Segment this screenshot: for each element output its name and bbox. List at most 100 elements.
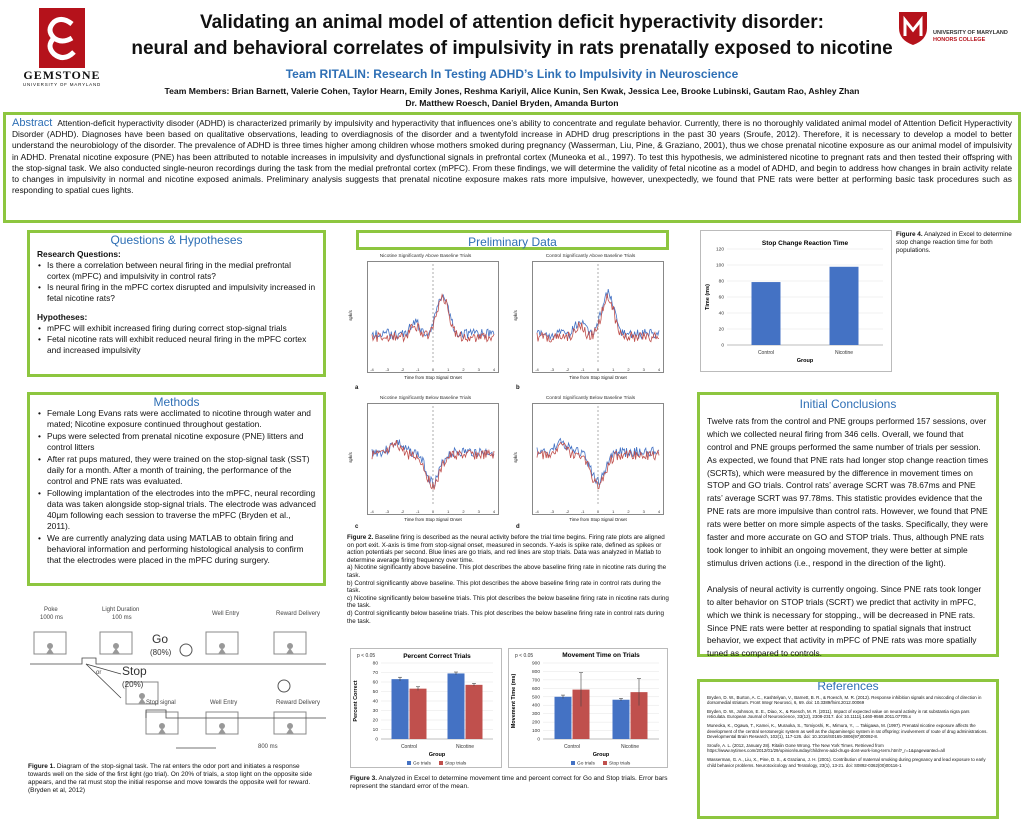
chart-annotation: p < 0.05 (357, 653, 375, 659)
y-tick-label: 400 (532, 703, 540, 709)
fig1-label-stop-signal: Stop signal (146, 700, 176, 706)
legend-swatch (439, 761, 443, 765)
x-tick-label: -3 (385, 367, 389, 372)
x-tick-label: -3 (385, 509, 389, 514)
panel-ylabel: spk/s (347, 310, 353, 321)
x-tick-label: 4 (493, 367, 496, 372)
x-tick-label: 0 (597, 509, 600, 514)
x-tick-label: 1 (612, 509, 615, 514)
figure3-caption-text: Analyzed in Excel to determine movement … (350, 775, 668, 790)
methods-item: We are currently analyzing data using MA… (37, 533, 316, 566)
x-tick-label: -4 (535, 367, 539, 372)
y-tick-label: 20 (719, 327, 725, 333)
x-tick-label: 4 (658, 509, 661, 514)
y-tick-label: 20 (373, 718, 379, 724)
gemstone-logo-subtext: UNIVERSITY OF MARYLAND (22, 82, 102, 87)
y-tick-label: 0 (375, 737, 378, 743)
y-tick-label: 60 (719, 295, 725, 301)
bar (572, 689, 590, 739)
panel-plot-area: -4 -3 -2 -1 0 1 2 3 4 (532, 261, 664, 373)
panel-xlabel: Time from Stop Signal Onset (404, 375, 462, 380)
movement-time-svg: Movement Time on Trials p < 0.05 0 100 200 30… (511, 652, 659, 767)
y-tick-label: 120 (716, 247, 724, 253)
panel-title: Nicotine Significantly Below Baseline Tr… (379, 396, 472, 401)
research-questions-label: Research Questions: (37, 249, 121, 259)
conclusions-box: Initial Conclusions Twelve rats from the… (697, 392, 999, 659)
firing-trace-c: -4 -3 -2 -1 0 1 2 3 4 (370, 406, 496, 514)
panel-letter: c (355, 524, 359, 530)
fig1-label-poke: Poke (44, 607, 58, 613)
methods-list: Female Long Evans rats were acclimated t… (37, 408, 316, 566)
fig1-label-well-entry-2: Well Entry (210, 700, 238, 706)
fig1-label-reward-2: Reward Delivery (276, 700, 321, 706)
panel-ylabel: spk/s (347, 452, 353, 463)
panel-title: Control Significantly Above Baseline Tri… (545, 254, 636, 259)
x-tick-label: -3 (550, 367, 554, 372)
figure3-caption: Figure 3. Analyzed in Excel to determine… (350, 775, 670, 791)
legend-label: Stop trials (445, 761, 467, 767)
panel-ylabel: spk/s (512, 310, 518, 321)
methods-box: Methods Female Long Evans rats were accl… (27, 392, 326, 586)
shield-icon (899, 12, 927, 45)
x-axis-label: Group (429, 752, 446, 758)
fig1-label-reward: Reward Delivery (276, 611, 321, 617)
fig1-label-poke-ms: 1000 ms (40, 615, 64, 621)
x-axis-label: Group (593, 752, 610, 758)
y-tick-label: 600 (532, 686, 540, 692)
x-tick-label: 1 (447, 367, 450, 372)
figure2-item: a) Nicotine significantly above baseline… (347, 564, 667, 579)
figure3-caption-label: Figure 3. (350, 775, 378, 782)
questions-heading: Questions & Hypotheses (110, 233, 243, 247)
abstract-text: Attention-deficit hyperactivity disoder … (12, 118, 1012, 196)
figure1-caption-text: Diagram of the stop-signal task. The rat… (28, 763, 312, 794)
y-tick-label: 10 (373, 727, 379, 733)
research-questions-list: Is there a correlation between neural fi… (37, 260, 316, 304)
y-tick-label: 800 (532, 669, 540, 675)
y-tick-label: 80 (719, 279, 725, 285)
x-tick-label: Control (564, 744, 580, 750)
methods-item: After rat pups matured, they were traine… (37, 454, 316, 487)
x-tick-label: 4 (658, 367, 661, 372)
panel-plot-area: -4 -3 -2 -1 0 1 2 3 4 (367, 403, 499, 515)
figure4-caption-text: Analyzed in Excel to determine stop chan… (896, 231, 1012, 254)
panel-title: Control Significantly Below Baseline Tri… (545, 396, 636, 401)
x-tick-label: Nicotine (621, 744, 639, 750)
x-tick-label: 4 (493, 509, 496, 514)
hypothesis-item: mPFC will exhibit increased firing durin… (37, 323, 316, 334)
x-tick-label: -4 (370, 509, 374, 514)
legend-swatch (407, 761, 411, 765)
stop-signal-task-diagram (30, 631, 326, 749)
panel-plot-area: -4 -3 -2 -1 0 1 2 3 4 (367, 261, 499, 373)
reference-item: Bryden, D. W., Johnson, E. E., Diao, X.,… (707, 708, 970, 720)
x-tick-label: 0 (432, 367, 435, 372)
x-tick-label: 3 (643, 509, 646, 514)
conclusions-para2: Analysis of neural activity is currently… (707, 583, 982, 659)
abstract-label: Abstract (12, 117, 53, 129)
x-tick-label: 0 (597, 367, 600, 372)
x-tick-label: Control (401, 744, 417, 750)
fig1-stop-pct: (20%) (122, 680, 144, 689)
y-tick-label: 50 (373, 689, 379, 695)
conclusions-heading: Initial Conclusions (799, 397, 897, 411)
reference-item: Sroufe, A. L. (2012, January 28). Ritali… (707, 742, 945, 754)
fig1-go-pct: (80%) (150, 648, 172, 657)
team-members: Team Members: Brian Barnett, Valerie Coh… (0, 85, 1024, 109)
x-tick-label: -3 (550, 509, 554, 514)
fig1-label-well-entry: Well Entry (212, 611, 240, 617)
panel-letter: d (516, 524, 520, 530)
reference-item: Bryden, D. W., Burton, A. C., Kashtelyan… (707, 694, 982, 706)
movement-time-chart: Movement Time on Trials p < 0.05 0 100 200 30… (508, 648, 668, 768)
scrt-svg: Stop Change Reaction Time 0 20 40 60 80 100 120… (705, 240, 883, 364)
firing-trace-a: -4 -3 -2 -1 0 1 2 3 4 (370, 264, 496, 372)
y-axis-label: Percent Correct (353, 680, 359, 721)
y-tick-label: 80 (373, 661, 379, 667)
panel-title: Nicotine Significantly Above Baseline Tr… (379, 254, 472, 259)
team-name: Team RITALIN: Research In Testing ADHD’s… (285, 67, 739, 81)
y-tick-label: 0 (721, 343, 724, 349)
legend-label: Go trials (413, 761, 431, 767)
x-tick-label: 1 (447, 509, 450, 514)
methods-item: Female Long Evans rats were acclimated t… (37, 408, 316, 430)
team-members-line2: Dr. Matthew Roesch, Daniel Bryden, Amand… (405, 98, 619, 108)
x-tick-label: -2 (566, 367, 570, 372)
bar (630, 692, 648, 739)
